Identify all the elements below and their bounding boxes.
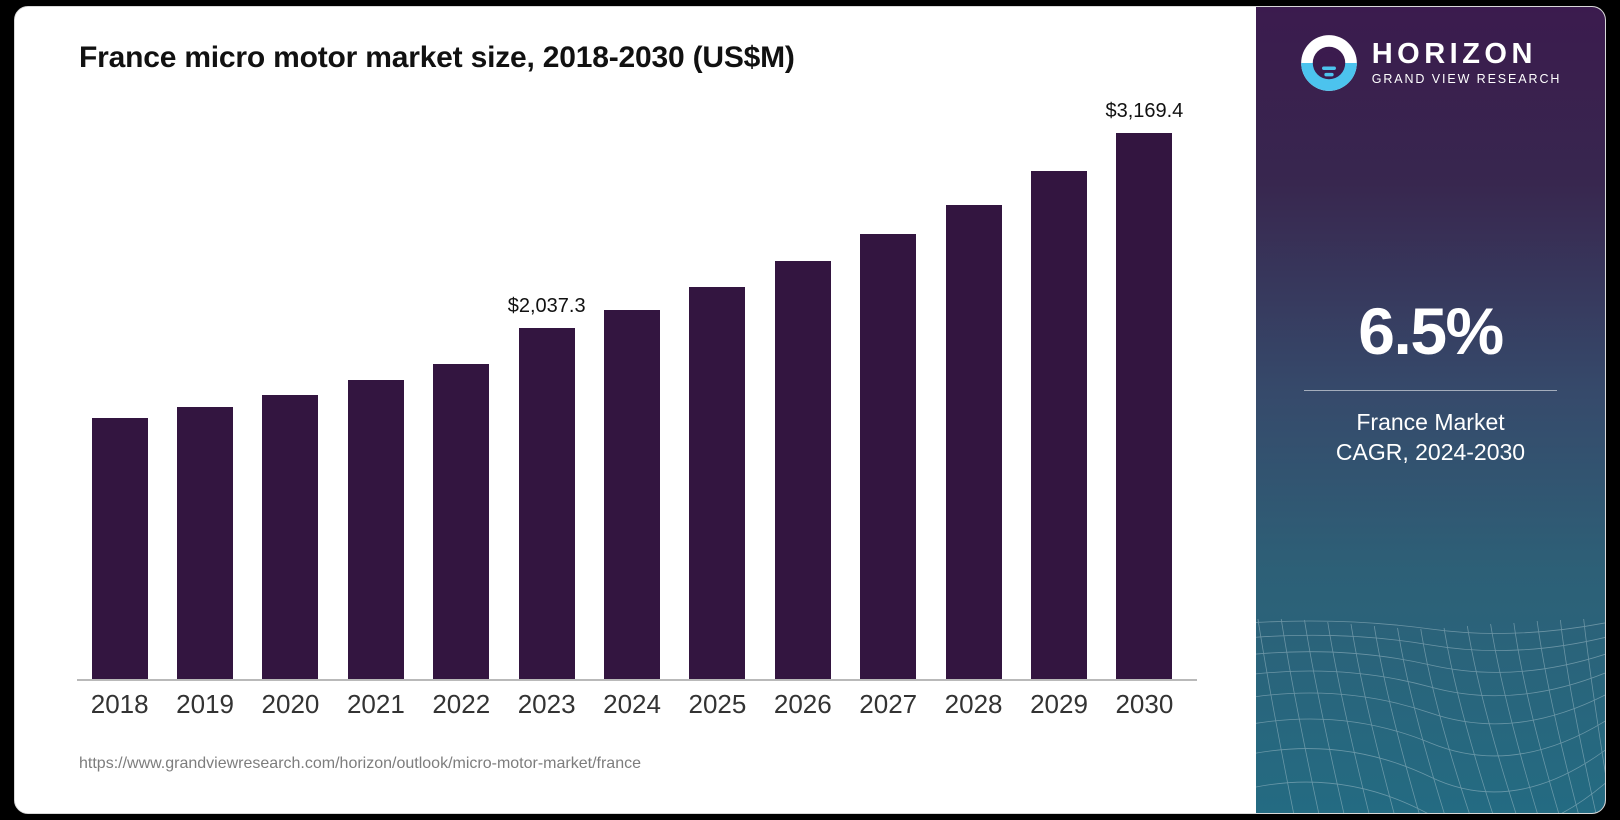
bar-slot (162, 93, 247, 679)
x-tick-2029: 2029 (1030, 689, 1088, 719)
x-tick-2019: 2019 (176, 689, 234, 719)
cagr-caption-line1: France Market (1356, 409, 1505, 435)
bar-2025[interactable] (689, 287, 746, 679)
cagr-caption-line2: CAGR, 2024-2030 (1335, 439, 1526, 466)
bar-slot (846, 93, 931, 679)
bar-slot (419, 93, 504, 679)
x-tick-2018: 2018 (90, 689, 149, 719)
bar-slot (248, 93, 333, 679)
bar-slot: $2,037.3 (504, 93, 589, 679)
horizon-logo-icon (1300, 35, 1357, 91)
x-tick-2023: 2023 (517, 689, 576, 719)
wireframe-mesh-decoration (1256, 618, 1605, 813)
bar-2029[interactable] (1030, 171, 1087, 679)
source-url[interactable]: https://www.grandviewresearch.com/horizo… (79, 755, 641, 772)
chart-panel: France micro motor market size, 2018-203… (15, 7, 1256, 813)
bar-2024[interactable] (604, 310, 661, 679)
bar-2022[interactable] (433, 364, 490, 679)
bar-value-label: $3,169.4 (1105, 100, 1184, 122)
chart-title: France micro motor market size, 2018-203… (79, 41, 795, 74)
bar-2026[interactable] (774, 261, 831, 679)
infographic-card: France micro motor market size, 2018-203… (14, 6, 1606, 814)
x-tick-2030: 2030 (1115, 689, 1174, 719)
x-tick-2026: 2026 (773, 689, 832, 719)
x-tick-2028: 2028 (944, 689, 1003, 719)
bar-slot (675, 93, 760, 679)
brand-logo: HORIZON GRAND VIEW RESEARCH (1300, 34, 1562, 92)
bar-slot (1016, 93, 1101, 679)
bar-slot (77, 93, 162, 679)
bar-slot (333, 93, 418, 679)
x-tick-2020: 2020 (261, 689, 320, 719)
bar-2023[interactable] (518, 328, 575, 679)
brand-tagline: GRAND VIEW RESEARCH (1371, 71, 1562, 86)
x-axis-tick-labels: 2018 2019 2020 2021 2022 2023 2024 2025 2026 2027… (77, 689, 1187, 720)
x-axis-line (77, 679, 1197, 681)
x-tick-2025: 2025 (688, 689, 747, 719)
bar-slot (760, 93, 845, 679)
brand-name: HORIZON (1371, 38, 1537, 71)
bar-2030[interactable] (1116, 133, 1173, 679)
bar-slot (931, 93, 1016, 679)
x-tick-2024: 2024 (603, 689, 661, 719)
cagr-divider (1304, 390, 1557, 391)
x-tick-2022: 2022 (432, 689, 491, 719)
plot-area: $2,037.3 $3,169.4 (77, 93, 1187, 679)
brand-sidebar: HORIZON GRAND VIEW RESEARCH 6.5% France … (1256, 7, 1605, 813)
cagr-block: 6.5% France Market CAGR, 2024-2030 (1256, 298, 1605, 468)
bar-series: $2,037.3 $3,169.4 (77, 93, 1187, 679)
cagr-caption: France Market CAGR, 2024-2030 (1282, 407, 1579, 468)
bar-slot: $3,169.4 (1102, 93, 1187, 679)
x-tick-2021: 2021 (346, 689, 405, 719)
bar-2021[interactable] (347, 380, 404, 679)
cagr-value: 6.5% (1358, 294, 1504, 368)
x-tick-2027: 2027 (859, 689, 918, 719)
bar-2027[interactable] (860, 234, 917, 679)
bar-2018[interactable] (91, 418, 148, 679)
bar-slot (589, 93, 674, 679)
bar-value-label: $2,037.3 (507, 295, 586, 317)
bar-2019[interactable] (177, 407, 234, 679)
bar-2020[interactable] (262, 395, 319, 679)
brand-wordmark: HORIZON GRAND VIEW RESEARCH (1372, 39, 1562, 86)
bar-2028[interactable] (945, 205, 1002, 679)
